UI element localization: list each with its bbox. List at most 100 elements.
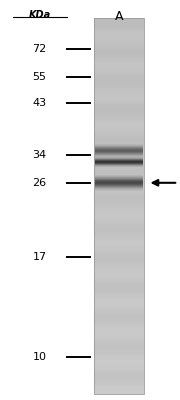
- Bar: [94, 146, 144, 148]
- Bar: [94, 174, 144, 176]
- Bar: [94, 276, 144, 278]
- Bar: [94, 95, 144, 97]
- Bar: [94, 306, 144, 308]
- Bar: [94, 385, 144, 386]
- Bar: [94, 240, 144, 242]
- Bar: [94, 80, 144, 82]
- Bar: [94, 191, 144, 193]
- Bar: [94, 230, 144, 232]
- Bar: [94, 366, 144, 368]
- Bar: [94, 176, 144, 178]
- Bar: [94, 356, 144, 358]
- Bar: [94, 185, 144, 187]
- Bar: [94, 334, 144, 336]
- Bar: [94, 29, 144, 31]
- Bar: [94, 140, 144, 142]
- Bar: [94, 88, 144, 90]
- Bar: [94, 166, 144, 168]
- Bar: [94, 127, 144, 129]
- Bar: [94, 370, 144, 372]
- Bar: [94, 311, 144, 313]
- Bar: [94, 202, 144, 204]
- Bar: [94, 74, 144, 76]
- Bar: [94, 90, 144, 91]
- Bar: [94, 354, 144, 356]
- Bar: [94, 106, 144, 108]
- Bar: [94, 353, 144, 354]
- Text: 26: 26: [33, 178, 47, 188]
- Bar: [94, 326, 144, 328]
- Bar: [94, 72, 144, 74]
- Bar: [94, 84, 144, 86]
- Bar: [94, 142, 144, 144]
- Bar: [94, 315, 144, 317]
- Bar: [94, 386, 144, 388]
- Bar: [94, 28, 144, 29]
- Bar: [94, 302, 144, 304]
- Bar: [94, 69, 144, 71]
- Bar: [94, 195, 144, 197]
- Bar: [94, 253, 144, 255]
- Bar: [94, 330, 144, 332]
- Bar: [94, 332, 144, 334]
- Bar: [94, 20, 144, 22]
- Bar: [94, 225, 144, 227]
- Bar: [94, 99, 144, 101]
- Bar: [94, 172, 144, 174]
- Bar: [94, 345, 144, 347]
- Bar: [94, 24, 144, 26]
- Bar: [94, 289, 144, 290]
- Bar: [94, 219, 144, 221]
- Bar: [94, 182, 144, 184]
- Bar: [94, 108, 144, 110]
- Text: KDa: KDa: [28, 10, 51, 20]
- Bar: [94, 266, 144, 268]
- Bar: [94, 148, 144, 150]
- Bar: [94, 61, 144, 63]
- Bar: [94, 257, 144, 259]
- Bar: [94, 118, 144, 120]
- Bar: [94, 373, 144, 375]
- Bar: [94, 292, 144, 294]
- Bar: [94, 283, 144, 285]
- Bar: [94, 54, 144, 56]
- Bar: [94, 388, 144, 390]
- Bar: [94, 358, 144, 360]
- Bar: [94, 123, 144, 125]
- Bar: [94, 37, 144, 39]
- Bar: [94, 317, 144, 319]
- Text: 17: 17: [33, 252, 47, 262]
- Bar: [94, 206, 144, 208]
- Bar: [94, 136, 144, 138]
- Bar: [94, 120, 144, 122]
- Bar: [94, 133, 144, 134]
- Bar: [94, 93, 144, 95]
- Bar: [94, 377, 144, 379]
- Bar: [94, 340, 144, 341]
- Bar: [94, 249, 144, 251]
- Bar: [94, 131, 144, 133]
- Bar: [94, 244, 144, 246]
- Text: 10: 10: [33, 352, 47, 362]
- Bar: [94, 351, 144, 353]
- Bar: [94, 392, 144, 394]
- Bar: [94, 324, 144, 326]
- Bar: [94, 310, 144, 311]
- Bar: [94, 110, 144, 112]
- Bar: [94, 76, 144, 78]
- Bar: [94, 304, 144, 306]
- Text: 34: 34: [33, 150, 47, 160]
- Bar: [94, 210, 144, 212]
- Bar: [94, 46, 144, 48]
- Text: 72: 72: [32, 44, 47, 54]
- Bar: [94, 189, 144, 191]
- Bar: [94, 281, 144, 283]
- Bar: [94, 157, 144, 159]
- Bar: [94, 18, 144, 20]
- Bar: [94, 59, 144, 61]
- Bar: [94, 48, 144, 50]
- Bar: [94, 390, 144, 392]
- Bar: [94, 168, 144, 170]
- Bar: [94, 122, 144, 123]
- Bar: [94, 197, 144, 198]
